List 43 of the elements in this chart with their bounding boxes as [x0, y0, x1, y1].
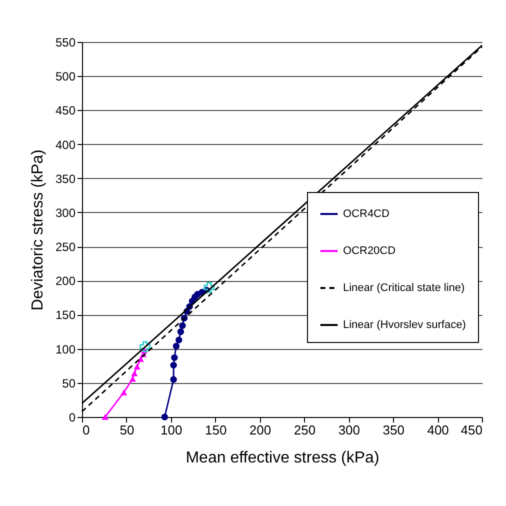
x-tick-label: 0: [82, 422, 90, 438]
y-tick-label: 150: [55, 308, 76, 322]
y-tick-label: 400: [55, 138, 76, 152]
x-tick-label: 150: [204, 422, 227, 438]
point: [170, 376, 177, 383]
y-tick-label: 350: [55, 172, 76, 186]
y-tick-label: 0: [68, 410, 76, 424]
point: [129, 376, 136, 382]
point: [179, 322, 186, 329]
legend-label: Linear (Hvorslev surface): [343, 319, 466, 331]
point: [102, 414, 108, 420]
x-tick-label: 100: [160, 422, 182, 438]
y-axis-title: Deviatoric stress (kPa): [29, 150, 46, 310]
x-tick-label: 350: [382, 422, 404, 438]
point: [177, 328, 184, 336]
point: [170, 362, 177, 369]
y-tick-label: 200: [55, 274, 76, 288]
y-tick-label: 300: [55, 206, 76, 220]
point: [134, 364, 140, 370]
x-tick-label: 250: [294, 422, 316, 438]
point: [161, 414, 168, 420]
point: [176, 336, 182, 344]
point: [171, 354, 178, 362]
y-tick-label: 100: [55, 342, 76, 356]
legend-label: OCR4CD: [343, 208, 390, 220]
y-tick-label: 50: [62, 376, 76, 390]
legend-label: Linear (Critical state line): [343, 282, 465, 294]
x-tick-label: 50: [120, 422, 134, 438]
y-tick-label: 450: [55, 104, 76, 118]
legend-label: OCR20CD: [343, 245, 396, 257]
x-tick-label: 200: [249, 422, 272, 438]
x-tick-label: 300: [338, 422, 360, 438]
point: [204, 282, 215, 293]
point: [140, 341, 151, 352]
point: [120, 390, 128, 396]
x-tick-label: 400: [427, 422, 449, 438]
y-tick-label: 250: [55, 240, 76, 254]
y-tick-label: 550: [55, 36, 76, 50]
x-axis-title: Mean effective stress (kPa): [186, 450, 380, 466]
point: [131, 370, 138, 376]
point: [172, 342, 180, 350]
x-tick-label: 450: [460, 422, 482, 438]
y-tick-label: 500: [55, 70, 76, 84]
